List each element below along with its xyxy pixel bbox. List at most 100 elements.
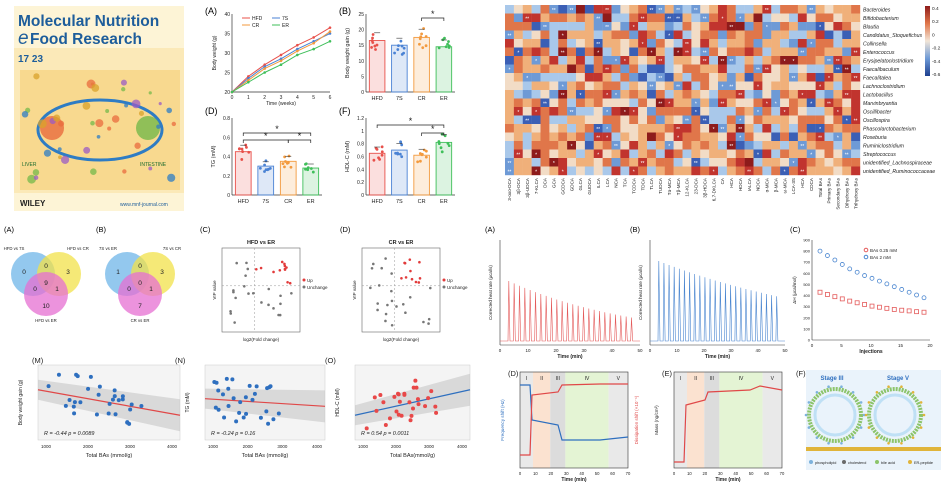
- heatmap-cell: [531, 141, 541, 150]
- x-tick-label: 0: [811, 343, 814, 348]
- venn-a-label: (A): [4, 225, 15, 234]
- heatmap-cell: [647, 115, 657, 125]
- heatmap-cell: [753, 39, 763, 48]
- venn-set-label: 7S vs CR: [163, 246, 181, 251]
- heatmap-cell: [851, 13, 861, 23]
- heatmap-cell: [771, 90, 781, 99]
- corr-point: [265, 386, 270, 391]
- heatmap-cell: [735, 73, 745, 82]
- x-tick-label: 50: [637, 348, 643, 353]
- data-point: [447, 44, 451, 48]
- heatmap-star: *: [597, 153, 599, 159]
- significance-star: *: [298, 131, 302, 141]
- heatmap-row-label: Blautia: [863, 25, 879, 31]
- venn-count: 3: [66, 269, 70, 276]
- data-point: [371, 36, 374, 40]
- vip-point-unchange: [279, 294, 282, 298]
- heatmap-cell: [709, 124, 719, 133]
- corr-point: [426, 396, 431, 401]
- heatmap-star: **: [854, 51, 858, 57]
- heatmap-cell: [780, 141, 790, 150]
- heatmap-cell: [584, 90, 594, 99]
- vesicle-molecule: [859, 426, 863, 429]
- significance-bracket: [421, 132, 445, 136]
- heatmap-cell: [655, 149, 665, 159]
- heatmap-cell: [682, 64, 692, 74]
- heatmap-cell: [664, 56, 674, 65]
- heatmap-cell: [673, 166, 683, 176]
- corr-point: [433, 404, 438, 409]
- corr-point: [86, 386, 91, 391]
- heatmap-cell: [709, 64, 719, 74]
- data-point: [304, 167, 307, 171]
- heatmap-row-label: Candidatus_Stoquefichus: [863, 33, 923, 39]
- heatmap-cell: [753, 47, 763, 57]
- heatmap-cell: [851, 5, 861, 14]
- corr-point: [216, 388, 221, 393]
- corr-point: [381, 400, 386, 405]
- heatmap-cell: [522, 30, 532, 40]
- heatmap-row-label: Phascolarctobacterium: [863, 127, 916, 133]
- data-point: [437, 46, 441, 50]
- heatmap-column-label: HCA: [800, 177, 805, 188]
- heatmap-cell: [593, 149, 603, 159]
- heatmap-cell: [762, 39, 772, 48]
- injection-point: [839, 262, 845, 267]
- data-point: [396, 48, 400, 51]
- heatmap-cell: [709, 90, 719, 99]
- x-tick-label: 40: [609, 348, 615, 353]
- heatmap-cell: [513, 81, 523, 91]
- heatmap-cell: [664, 64, 674, 74]
- x-tick-label: 2000: [83, 444, 94, 449]
- heatmap-cell: [505, 5, 515, 14]
- heatmap-cell: [806, 73, 816, 82]
- heatmap-row-label: Ruminiclostridium: [863, 144, 905, 150]
- heatmap-cell: [567, 13, 577, 23]
- heatmap-cell: [691, 13, 701, 23]
- heatmap-cell: [576, 166, 586, 176]
- y-tick-label: 0: [361, 193, 364, 199]
- category-label: HFD: [371, 96, 382, 102]
- heatmap-cell: [567, 115, 577, 125]
- heatmap-cell: [851, 124, 861, 133]
- heatmap-cell: [753, 107, 763, 116]
- heatmap-cell: [531, 39, 541, 48]
- data-point: [378, 157, 382, 161]
- significance-bracket: [376, 124, 445, 128]
- venn-set-2: [24, 272, 68, 316]
- heatmap-cell: [842, 158, 852, 167]
- heatmap-cell: [824, 5, 834, 14]
- corr-point: [230, 377, 235, 382]
- heatmap-cell: [806, 115, 816, 125]
- vip-point-unchange: [401, 303, 405, 306]
- data-point: [380, 145, 384, 149]
- heatmap-cell: [744, 90, 754, 99]
- heatmap-cell: [815, 166, 825, 176]
- heatmap-cell: [851, 64, 861, 74]
- heatmap-cell: [833, 47, 843, 57]
- heatmap-cell: [833, 90, 843, 99]
- x-tick-label: 10: [674, 348, 680, 353]
- heatmap-cell: [691, 39, 701, 48]
- heatmap-column-label: TCDCA: [631, 177, 636, 194]
- heatmap-cell: [780, 22, 790, 31]
- heatmap-cell: [753, 30, 763, 40]
- heatmap-cell: [709, 73, 719, 82]
- heatmap-cell: [700, 141, 710, 150]
- heatmap-cell: [513, 141, 523, 150]
- stage-band: [532, 372, 551, 468]
- heatmap-cell: [593, 98, 603, 108]
- heatmap-cell: [505, 98, 515, 108]
- heatmap-row-label: Oscillibacter: [863, 110, 892, 116]
- heatmap-cell: [513, 56, 523, 65]
- data-point: [416, 160, 420, 164]
- heatmap-cell: [851, 115, 861, 125]
- heatmap-star: *: [624, 59, 626, 65]
- heatmap-cell: [726, 64, 736, 74]
- heatmap-cell: [540, 47, 550, 57]
- heatmap-star: *: [562, 34, 564, 40]
- heatmap-cell: [620, 47, 630, 57]
- heatmap-cell: [709, 13, 719, 23]
